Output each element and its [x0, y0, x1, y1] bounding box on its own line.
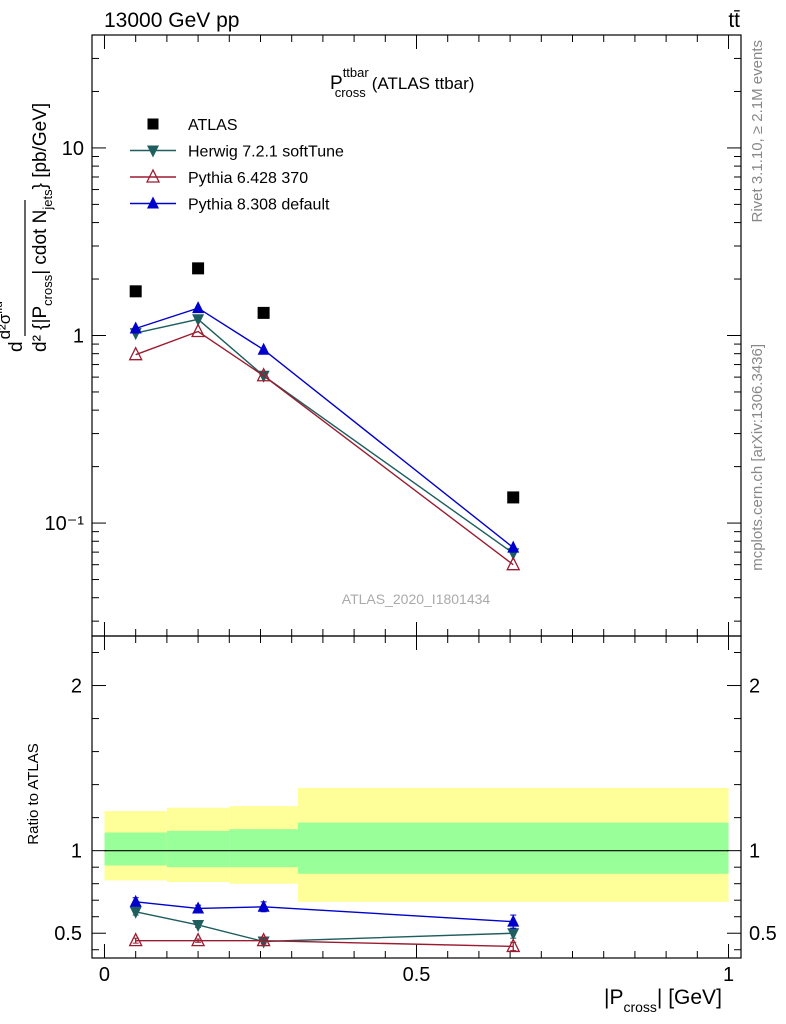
ratio-y-tick-label-left: 0.5	[54, 923, 82, 945]
pythia-6-428-370-ratio-line	[135, 939, 514, 948]
analysis-id: ATLAS_2020_I1801434	[342, 591, 491, 607]
pythia-8-308-default-point	[507, 540, 520, 553]
main-y-axis-label: d d²σfid d² {|Pcross| cdot Njets} [pb/GeV…	[0, 103, 55, 352]
uncertainty-band-inner	[104, 832, 167, 866]
atlas-point	[129, 285, 142, 298]
pythia-8-308-default-ratio-point	[257, 899, 270, 912]
x-tick-label: 0.5	[403, 964, 431, 986]
legend-marker	[147, 145, 159, 158]
pythia-8-308-default-point	[257, 342, 270, 355]
title-sup: ttbar	[343, 65, 370, 80]
pythia-8-308-default-ratio-point	[192, 901, 205, 914]
pythia-8-308-default-ratio-point	[507, 914, 520, 927]
ratio-y-axis-label: Ratio to ATLAS	[25, 743, 42, 844]
herwig-7-2-1-softtune-ratio-line	[135, 911, 514, 943]
x-axis-label: |Pcross| [GeV]	[604, 986, 722, 1015]
legend-marker	[147, 196, 159, 209]
rivet-version-label: Rivet 3.1.10, ≥ 2.1M events	[749, 40, 766, 223]
atlas-point	[257, 306, 270, 319]
x-label-a: |P	[604, 986, 623, 1009]
legend-label: Herwig 7.2.1 softTune	[188, 144, 344, 161]
main-y-tick-label: 10	[62, 138, 84, 160]
pythia-6-428-370-line	[135, 330, 514, 566]
pythia-6-428-370-ratio-point	[256, 932, 271, 947]
legend-entry-pythia-6-428-370: Pythia 6.428 370	[130, 168, 308, 187]
final-state-label: tt̄	[728, 9, 740, 32]
herwig-7-2-1-softtune-ratio-point	[192, 919, 205, 932]
legend-entry-atlas: ATLAS	[147, 117, 238, 134]
legend-label: Pythia 8.308 default	[188, 197, 330, 214]
svg-text:d² {|Pcross| cdot Njets} [pb/G: d² {|Pcross| cdot Njets} [pb/GeV]	[30, 103, 55, 352]
y-label-den-c: } [pb/GeV]	[30, 103, 51, 190]
pythia-8-308-default-line	[135, 307, 514, 549]
main-y-tick-label: 1	[73, 326, 84, 348]
pythia-6-428-370-point	[506, 556, 521, 571]
title-rest: (ATLAS ttbar)	[372, 74, 475, 93]
x-tick-label: 0	[99, 964, 110, 986]
y-label-den-sub2: jets	[40, 189, 55, 211]
title-sub: cross	[335, 85, 367, 100]
legend-entry-herwig-7-2-1-softtune: Herwig 7.2.1 softTune	[130, 144, 344, 161]
pythia-6-428-370-point	[256, 367, 271, 382]
pythia-8-308-default-ratio-line	[135, 901, 514, 923]
title-symbol: P	[330, 73, 343, 94]
pythia-6-428-370-point	[191, 323, 206, 338]
ratio-y-tick-label-left: 1	[71, 841, 82, 863]
x-tick-label: 1	[723, 964, 734, 986]
legend-marker	[145, 168, 161, 183]
legend-label: ATLAS	[188, 117, 238, 134]
ratio-panel: 0.5 0.5 1 1 2 2 0 0.5 1	[54, 35, 777, 986]
y-label-num-sup: fid	[0, 301, 5, 314]
x-label-b: | [GeV]	[657, 986, 722, 1009]
pythia-6-428-370-ratio-point	[191, 932, 206, 947]
mcplots-label: mcplots.cern.ch [arXiv:1306.3436]	[749, 344, 766, 571]
ratio-y-tick-label-left: 2	[71, 676, 82, 698]
atlas-point	[507, 491, 520, 504]
herwig-7-2-1-softtune-point	[192, 314, 205, 327]
legend-label: Pythia 6.428 370	[188, 170, 308, 187]
herwig-7-2-1-softtune-ratio-point	[129, 906, 142, 919]
y-label-num: d²σ	[0, 313, 14, 339]
pythia-6-428-370-ratio-point	[128, 932, 143, 947]
legend-entry-pythia-8-308-default: Pythia 8.308 default	[130, 196, 330, 214]
process-label: 13000 GeV pp	[104, 9, 239, 32]
x-label-sub: cross	[623, 999, 656, 1015]
atlas-point	[192, 262, 205, 275]
svg-text:dd²σfid: d d²σfid	[0, 301, 27, 352]
pythia-6-428-370-ratio-point	[506, 937, 521, 953]
main-y-tick-label: 10⁻¹	[45, 513, 85, 535]
pythia-8-308-default-ratio-point	[129, 894, 142, 907]
y-label-d: d	[6, 341, 27, 352]
ratio-y-tick-label-right: 1	[749, 841, 760, 863]
ratio-y-tick-label-right: 0.5	[749, 923, 777, 945]
legend-marker	[147, 118, 159, 130]
pythia-8-308-default-point	[192, 301, 205, 314]
y-label-den-b: | cdot N	[30, 210, 51, 275]
legend: ATLAS Herwig 7.2.1 softTune Pythia 6.428 3…	[130, 117, 344, 214]
pythia-8-308-default-point	[129, 321, 142, 334]
plot-title: Pttbar cross (ATLAS ttbar)	[330, 65, 474, 100]
ratio-y-tick-label-right: 2	[749, 676, 760, 698]
uncertainty-band-inner	[297, 822, 729, 874]
y-label-den-sub: cross	[40, 274, 55, 306]
main-panel: 10⁻¹ 1 10 ATLAS Herwig 7.2.1 softTune Pythia …	[45, 34, 742, 637]
herwig-7-2-1-softtune-line	[135, 318, 514, 554]
uncertainty-band-inner	[166, 830, 230, 868]
pythia-6-428-370-point	[128, 346, 143, 361]
herwig-7-2-1-softtune-ratio-point	[507, 928, 520, 941]
y-label-den-a: d² {|P	[30, 306, 51, 352]
uncertainty-band-inner	[229, 829, 298, 868]
